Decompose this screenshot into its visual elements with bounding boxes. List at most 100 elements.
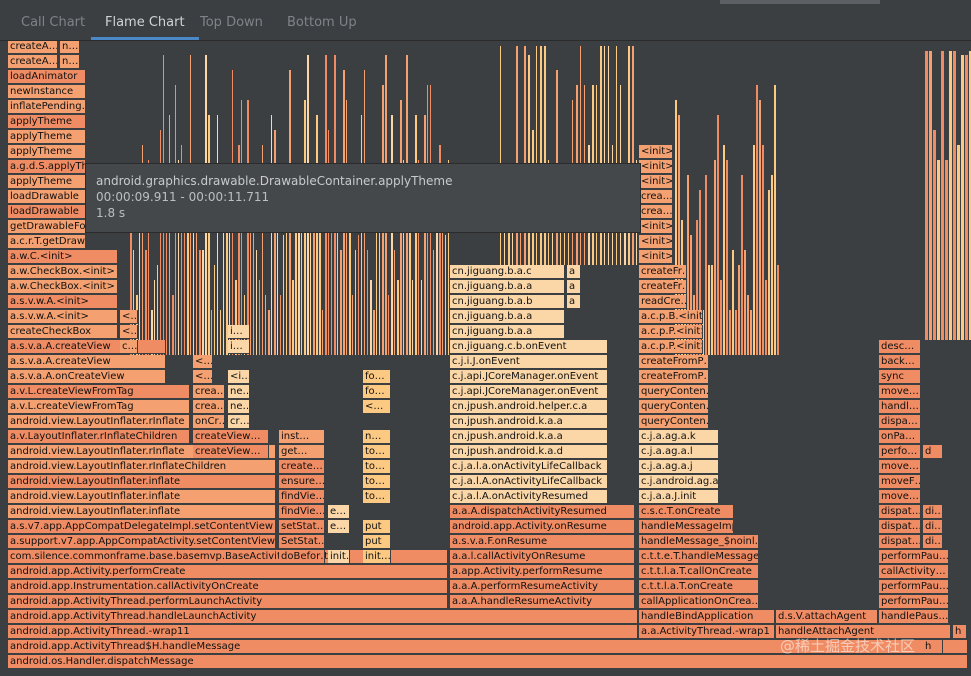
- flame-frame[interactable]: android.view.LayoutInflater.inflate: [8, 505, 276, 519]
- flame-frame[interactable]: <…: [193, 355, 213, 369]
- flame-frame[interactable]: cn.jiguang.b.a.a: [450, 325, 565, 339]
- flame-frame[interactable]: SetStat…: [279, 535, 325, 549]
- flame-frame[interactable]: a.a.ActivityThread.-wrap1: [639, 625, 775, 639]
- flame-frame[interactable]: createFromP…: [639, 355, 709, 369]
- flame-frame[interactable]: c.j.a.ag.a.j: [639, 460, 719, 474]
- flame-frame[interactable]: a.a.l.callActivityOnResume: [450, 550, 635, 564]
- flame-frame[interactable]: crea…: [639, 190, 673, 204]
- flame-frame-base[interactable]: android.app.ActivityThread.handleLaunchA…: [8, 610, 638, 624]
- flame-chart[interactable]: com.silence.commonframe.base.basemvp.Bas…: [0, 41, 971, 676]
- flame-frame[interactable]: c.j.a.ag.a.k: [639, 430, 719, 444]
- flame-frame[interactable]: get…: [279, 445, 325, 459]
- flame-frame[interactable]: a.s.v.a.A.createView: [8, 355, 166, 369]
- flame-frame[interactable]: c.j.api.JCoreManager.onEvent: [450, 385, 608, 399]
- flame-frame[interactable]: onPa…: [879, 430, 921, 444]
- flame-frame[interactable]: callApplicationOnCrea…: [639, 595, 759, 609]
- flame-frame[interactable]: n…: [60, 41, 80, 54]
- flame-frame[interactable]: findVie…: [279, 505, 325, 519]
- flame-frame[interactable]: h: [923, 640, 943, 654]
- flame-frame[interactable]: c.j.a.l.A.onActivityResumed: [450, 490, 608, 504]
- flame-frame[interactable]: a: [567, 280, 581, 294]
- flame-frame[interactable]: put: [363, 520, 391, 534]
- flame-frame[interactable]: fo…: [363, 385, 391, 399]
- flame-frame[interactable]: cr…: [228, 415, 250, 429]
- flame-frame[interactable]: n…: [60, 55, 80, 69]
- flame-frame[interactable]: createFromP…: [639, 370, 709, 384]
- flame-frame[interactable]: <…: [363, 400, 391, 414]
- flame-frame[interactable]: a.c.p.B.<init>: [639, 310, 703, 324]
- flame-frame[interactable]: a: [567, 265, 581, 279]
- flame-frame[interactable]: a.a.A.dispatchActivityResumed: [450, 505, 635, 519]
- flame-frame[interactable]: newInstance: [8, 85, 86, 99]
- flame-frame[interactable]: i…: [228, 325, 250, 339]
- flame-frame[interactable]: a.w.C.<init>: [8, 250, 118, 264]
- flame-frame[interactable]: createView…: [193, 430, 269, 444]
- tab-top-down[interactable]: Top Down: [200, 15, 263, 30]
- flame-frame[interactable]: applyTheme: [8, 145, 86, 159]
- flame-frame[interactable]: handleMessageImpl: [639, 520, 734, 534]
- flame-frame[interactable]: onCr…: [193, 415, 225, 429]
- flame-frame[interactable]: to…: [363, 490, 391, 504]
- flame-frame[interactable]: callActivity…: [879, 565, 949, 579]
- flame-frame[interactable]: i…: [228, 340, 250, 354]
- flame-frame[interactable]: <…: [120, 310, 138, 324]
- flame-frame[interactable]: createView…: [193, 445, 269, 459]
- flame-frame[interactable]: handleBindApplication: [639, 610, 775, 624]
- flame-frame[interactable]: n…: [363, 430, 391, 444]
- flame-frame[interactable]: a.s.v.w.A.<init>: [8, 295, 118, 309]
- flame-frame[interactable]: crea…: [193, 400, 225, 414]
- flame-frame[interactable]: getDrawableForD…: [8, 220, 86, 234]
- flame-frame[interactable]: <init>: [639, 175, 673, 189]
- flame-frame[interactable]: to…: [363, 445, 391, 459]
- flame-frame[interactable]: c.j.a.l.a.onActivityLifeCallback: [450, 460, 608, 474]
- flame-frame[interactable]: performPau…: [879, 595, 949, 609]
- flame-frame[interactable]: c.j.api.JCoreManager.onEvent: [450, 370, 608, 384]
- tab-bottom-up[interactable]: Bottom Up: [287, 15, 357, 30]
- flame-frame[interactable]: init…: [363, 550, 391, 564]
- flame-frame[interactable]: handleAttachAgent: [776, 625, 951, 639]
- flame-frame-base[interactable]: android.app.ActivityThread.-wrap11: [8, 625, 638, 639]
- flame-frame[interactable]: queryConten…: [639, 415, 709, 429]
- flame-frame[interactable]: cn.jpush.android.helper.c.a: [450, 400, 608, 414]
- flame-frame[interactable]: performPau…: [879, 580, 949, 594]
- flame-frame[interactable]: findVie…: [279, 490, 325, 504]
- flame-frame[interactable]: a.w.CheckBox.<init>: [8, 280, 118, 294]
- flame-frame[interactable]: doBefor…: [279, 550, 325, 564]
- flame-frame[interactable]: <…: [193, 370, 213, 384]
- tab-flame-chart[interactable]: Flame Chart: [91, 0, 199, 40]
- flame-frame[interactable]: handl…: [879, 400, 921, 414]
- flame-frame[interactable]: android.app.Activity.onResume: [450, 520, 635, 534]
- flame-frame[interactable]: a.v.L.createViewFromTag: [8, 385, 190, 399]
- flame-frame[interactable]: queryConten…: [639, 400, 709, 414]
- flame-frame[interactable]: cn.jpush.android.k.a.d: [450, 445, 608, 459]
- flame-frame[interactable]: move…: [879, 460, 921, 474]
- flame-frame[interactable]: a.a.A.handleResumeActivity: [450, 595, 635, 609]
- flame-frame[interactable]: a.app.Activity.performResume: [450, 565, 635, 579]
- flame-frame[interactable]: cn.jpush.android.k.a.a: [450, 415, 608, 429]
- flame-frame[interactable]: applyTheme: [8, 115, 86, 129]
- flame-frame[interactable]: put: [363, 535, 391, 549]
- flame-frame[interactable]: applyTheme: [8, 175, 86, 189]
- flame-frame[interactable]: c.j.a.ag.a.l: [639, 445, 719, 459]
- flame-frame[interactable]: move…: [879, 385, 921, 399]
- flame-frame[interactable]: a.s.v.a.F.onResume: [450, 535, 635, 549]
- flame-frame-base[interactable]: android.app.ActivityThread$H.handleMessa…: [8, 640, 968, 654]
- flame-frame[interactable]: loadDrawable: [8, 190, 86, 204]
- flame-frame[interactable]: <init>: [639, 145, 673, 159]
- flame-frame[interactable]: fo…: [363, 370, 391, 384]
- flame-frame[interactable]: di…: [923, 505, 943, 519]
- flame-frame[interactable]: c.j.android.ag.a.h: [639, 475, 719, 489]
- flame-frame[interactable]: setStat…: [279, 520, 325, 534]
- flame-frame[interactable]: ne…: [228, 400, 250, 414]
- flame-frame[interactable]: a.s.v.a.A.onCreateView: [8, 370, 166, 384]
- flame-frame[interactable]: c.t.t.l.a.T.onCreate: [639, 580, 759, 594]
- flame-frame[interactable]: c.s.c.T.onCreate: [639, 505, 734, 519]
- flame-frame[interactable]: inflatePending…: [8, 100, 86, 114]
- flame-frame[interactable]: a.c.p.P.<init>: [639, 325, 703, 339]
- flame-frame[interactable]: perfo…: [879, 445, 921, 459]
- flame-frame[interactable]: a.w.CheckBox.<init>: [8, 265, 118, 279]
- flame-frame[interactable]: android.view.LayoutInflater.inflate: [8, 490, 276, 504]
- flame-frame[interactable]: sync: [879, 370, 921, 384]
- tab-call-chart[interactable]: Call Chart: [21, 15, 86, 30]
- flame-frame[interactable]: createA…: [8, 41, 58, 54]
